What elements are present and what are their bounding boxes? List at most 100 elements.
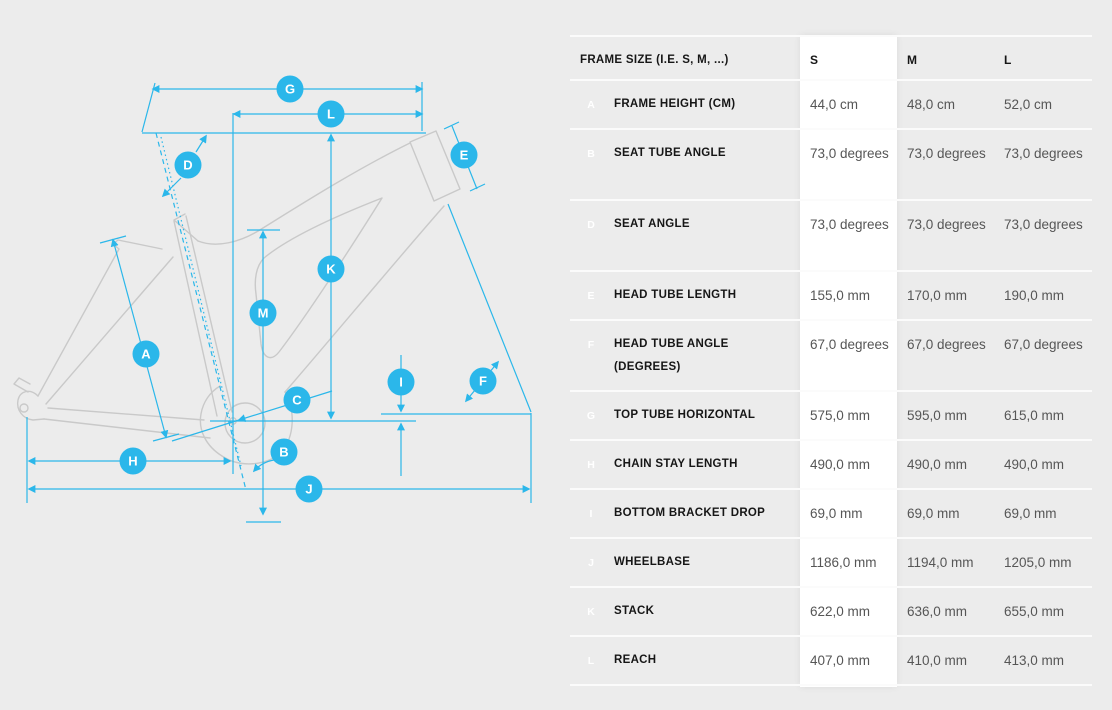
table-row-head-tube-length: E HEAD TUBE LENGTH 155,0 mm 170,0 mm 190… — [570, 272, 1092, 321]
letter-badge-b: B — [587, 148, 595, 160]
fork-axis-line — [447, 203, 532, 413]
value-l: 490,0 mm — [1004, 457, 1065, 472]
dim-arrow-b — [252, 459, 275, 473]
value-m: 67,0 degrees — [907, 337, 986, 352]
letter-badge-f: F — [587, 339, 595, 351]
diagram-badge-f: F — [469, 367, 497, 395]
row-label: FRAME HEIGHT (CM) — [614, 98, 736, 110]
svg-text:H: H — [128, 454, 137, 469]
size-column-header-m[interactable]: M — [907, 53, 918, 67]
row-label: SEAT TUBE ANGLE — [614, 147, 726, 159]
value-s: 73,0 degrees — [810, 146, 889, 161]
svg-text:B: B — [279, 445, 288, 460]
seat-tube-axis-dashed — [155, 132, 247, 491]
size-column-header-s[interactable]: S — [810, 53, 819, 67]
table-row-frame-height: A FRAME HEIGHT (CM) 44,0 cm 48,0 cm 52,0… — [570, 81, 1092, 130]
value-m: 490,0 mm — [907, 457, 968, 472]
table-row-reach: L REACH 407,0 mm 410,0 mm 413,0 mm — [570, 637, 1092, 686]
table-title: FRAME SIZE (I.E. S, M, ...) — [580, 54, 729, 66]
value-l: 190,0 mm — [1004, 288, 1065, 303]
row-label: HEAD TUBE LENGTH — [614, 289, 737, 301]
value-l: 73,0 degrees — [1004, 217, 1083, 232]
svg-text:K: K — [326, 262, 336, 277]
row-label: TOP TUBE HORIZONTAL — [614, 409, 756, 421]
value-s: 622,0 mm — [810, 604, 871, 619]
svg-text:D: D — [183, 158, 192, 173]
letter-badge-h: H — [587, 459, 595, 471]
svg-text:M: M — [258, 306, 269, 321]
table-row-bottom-bracket-drop: I BOTTOM BRACKET DROP 69,0 mm 69,0 mm 69… — [570, 490, 1092, 539]
value-m: 69,0 mm — [907, 506, 960, 521]
value-m: 73,0 degrees — [907, 217, 986, 232]
svg-text:J: J — [305, 482, 312, 497]
letter-badge-l: L — [587, 655, 595, 667]
row-label: STACK — [614, 605, 655, 617]
diagram-badge-i: I — [387, 368, 415, 396]
letter-badge-j: J — [588, 557, 594, 569]
value-s: 407,0 mm — [810, 653, 871, 668]
dim-line-a — [110, 238, 169, 439]
dim-arrow-d — [195, 134, 207, 153]
table-row-top-tube-horizontal: G TOP TUBE HORIZONTAL 575,0 mm 595,0 mm … — [570, 392, 1092, 441]
diagram-badge-c: C — [283, 386, 311, 414]
diagram-badge-e: E — [450, 141, 478, 169]
value-l: 615,0 mm — [1004, 408, 1065, 423]
svg-text:A: A — [141, 347, 151, 362]
table-row-stack: K STACK 622,0 mm 636,0 mm 655,0 mm — [570, 588, 1092, 637]
value-m: 410,0 mm — [907, 653, 968, 668]
letter-badge-e: E — [587, 290, 595, 302]
svg-text:C: C — [292, 393, 302, 408]
value-m: 1194,0 mm — [907, 555, 974, 570]
row-label: HEAD TUBE ANGLE (DEGREES) — [614, 338, 729, 373]
diagram-badge-b: B — [270, 438, 298, 466]
letter-badge-k: K — [587, 606, 595, 618]
table-header-label-cell: FRAME SIZE (I.E. S, M, ...) — [570, 37, 800, 79]
table-header-row: FRAME SIZE (I.E. S, M, ...) S M L — [570, 35, 1092, 81]
value-s: 490,0 mm — [810, 457, 871, 472]
value-m: 636,0 mm — [907, 604, 968, 619]
value-l: 1205,0 mm — [1004, 555, 1072, 570]
svg-text:G: G — [285, 82, 295, 97]
row-label: CHAIN STAY LENGTH — [614, 458, 738, 470]
size-column-header-l[interactable]: L — [1004, 53, 1012, 67]
frame-geometry-diagram: G L D E A K M C B H I F J — [13, 75, 532, 523]
letter-badge-a: A — [587, 99, 595, 111]
diagram-badge-d: D — [174, 151, 202, 179]
value-s: 67,0 degrees — [810, 337, 889, 352]
table-row-head-tube-angle: F HEAD TUBE ANGLE (DEGREES) 67,0 degrees… — [570, 321, 1092, 392]
value-s: 1186,0 mm — [810, 555, 877, 570]
value-l: 73,0 degrees — [1004, 146, 1083, 161]
value-l: 67,0 degrees — [1004, 337, 1083, 352]
diagram-badge-k: K — [317, 255, 345, 283]
diagram-badge-j: J — [295, 475, 323, 503]
diagram-badge-m: M — [249, 299, 277, 327]
table-row-seat-angle: D SEAT ANGLE 73,0 degrees 73,0 degrees 7… — [570, 201, 1092, 272]
value-m: 595,0 mm — [907, 408, 968, 423]
table-row-seat-tube-angle: B SEAT TUBE ANGLE 73,0 degrees 73,0 degr… — [570, 130, 1092, 201]
diagram-badge-a: A — [132, 340, 160, 368]
row-label: WHEELBASE — [614, 556, 691, 568]
diagram-badge-l: L — [317, 100, 345, 128]
svg-text:I: I — [399, 375, 403, 390]
table-row-chain-stay-length: H CHAIN STAY LENGTH 490,0 mm 490,0 mm 49… — [570, 441, 1092, 490]
row-label: SEAT ANGLE — [614, 218, 690, 230]
value-l: 413,0 mm — [1004, 653, 1065, 668]
letter-badge-i: I — [589, 508, 593, 520]
svg-text:F: F — [479, 374, 487, 389]
row-label: REACH — [614, 654, 657, 666]
value-s: 69,0 mm — [810, 506, 863, 521]
letter-badge-g: G — [586, 410, 596, 422]
letter-badge-d: D — [587, 219, 595, 231]
value-s: 44,0 cm — [810, 97, 859, 112]
row-label: BOTTOM BRACKET DROP — [614, 507, 766, 519]
value-m: 48,0 cm — [907, 97, 956, 112]
value-l: 655,0 mm — [1004, 604, 1065, 619]
value-l: 69,0 mm — [1004, 506, 1057, 521]
table-row-wheelbase: J WHEELBASE 1186,0 mm 1194,0 mm 1205,0 m… — [570, 539, 1092, 588]
diagram-badge-h: H — [119, 447, 147, 475]
diagram-letter-badges: G L D E A K M C B H I F J — [119, 75, 497, 503]
value-s: 575,0 mm — [810, 408, 871, 423]
value-m: 73,0 degrees — [907, 146, 986, 161]
value-s: 73,0 degrees — [810, 217, 889, 232]
